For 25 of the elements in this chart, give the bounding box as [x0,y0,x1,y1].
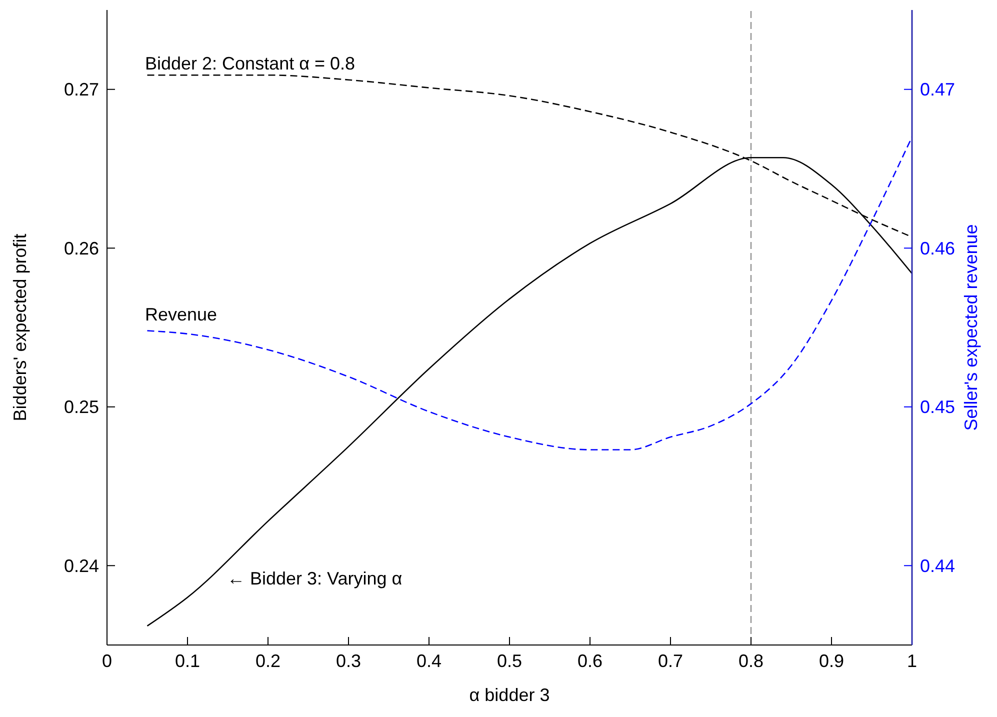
y2-tick-label: 0.44 [920,556,956,576]
x-tick-label: 0.9 [818,651,844,671]
annotation: Bidder 2: Constant α = 0.8 [145,53,356,74]
y-tick-label: 0.25 [64,397,99,418]
y-tick-label: 0.24 [64,556,99,576]
x-tick-label: 0.2 [255,651,281,671]
annotation: ← Bidder 3: Varying α [227,568,402,588]
x-tick-label: 0.7 [658,651,684,671]
x-axis-title: α bidder 3 [469,685,550,705]
x-tick-label: 0 [102,651,112,671]
y2-tick-label: 0.45 [920,397,956,418]
y-axis-title: Bidders' expected profit [10,234,30,422]
x-tick-label: 1 [906,651,918,671]
y-tick-label: 0.27 [64,80,99,100]
x-tick-label: 0.5 [496,651,522,671]
y2-axis-title: Seller's expected revenue [961,224,981,431]
annotation: Revenue [145,304,218,324]
y-tick-label: 0.26 [64,238,99,258]
x-tick-label: 0.8 [738,651,764,671]
x-tick-label: 0.3 [336,651,362,671]
x-tick-label: 0.4 [416,651,442,671]
y2-tick-label: 0.46 [920,238,956,258]
y2-tick-label: 0.47 [920,80,956,100]
x-tick-label: 0.6 [577,651,603,671]
x-tick-label: 0.1 [174,651,200,671]
